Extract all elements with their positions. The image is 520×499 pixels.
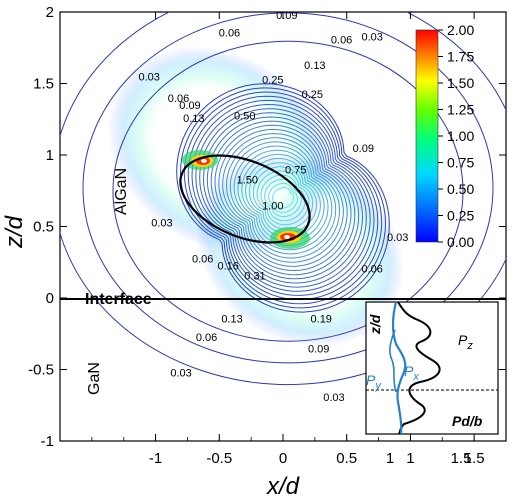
contour-line xyxy=(260,174,306,222)
contour-line xyxy=(252,166,314,230)
contour-line xyxy=(222,133,344,263)
contour-value-label: 0.09 xyxy=(179,100,200,112)
hotspot-upper xyxy=(182,150,218,170)
inset-xlabel: Pd/b xyxy=(452,413,483,429)
contour-value-label: 0.03 xyxy=(170,368,191,380)
contour-value-label: 0.03 xyxy=(151,218,172,230)
contour-line xyxy=(237,149,329,247)
y-tick-label: 0.5 xyxy=(33,219,54,236)
contour-value-label: 0.03 xyxy=(387,232,408,244)
inset-pz-curve xyxy=(397,301,441,435)
contour-field: 0.090.060.06 0.030.030.060.090.130.130.25… xyxy=(60,10,506,404)
x-tick-label: 0.5 xyxy=(336,450,357,467)
colorbar-tick-label: 2.00 xyxy=(447,22,474,38)
contour-value-label: 0.75 xyxy=(285,165,306,177)
contour-line xyxy=(176,83,390,313)
contour-value-label: 0.06 xyxy=(331,34,352,46)
contour-line xyxy=(195,103,371,292)
contour-line xyxy=(271,187,295,209)
contour-value-label: 0.09 xyxy=(276,10,297,22)
y-tick-label: -0.5 xyxy=(28,362,54,379)
contour-value-label: 0.09 xyxy=(353,143,374,155)
contour-line-outer xyxy=(60,12,506,386)
colorbar-tick-label: 0.75 xyxy=(447,155,474,171)
contour-line xyxy=(199,108,367,288)
inset-py-curve xyxy=(389,329,397,393)
contour-value-label: 0.06 xyxy=(192,253,213,265)
contour-value-label: 0.13 xyxy=(304,60,325,72)
contour-line xyxy=(225,137,341,259)
contour-value-label: 0.16 xyxy=(217,260,238,272)
colorbar: 2.00 1.75 1.50 1.25 1.00 0.75 0.50 0.25 0.00 xyxy=(415,22,474,250)
region-algan: AlGaN xyxy=(113,168,130,215)
contour-line xyxy=(256,170,310,226)
y-tick-label: 1 xyxy=(46,147,54,164)
contour-line xyxy=(202,112,364,284)
inset-panel: z/d Pd/b Pz Px Py 1 1.5 xyxy=(365,301,499,467)
x-axis-title: x/d xyxy=(266,473,300,499)
x-tick-label: 1 xyxy=(406,450,414,467)
contour-line xyxy=(210,120,356,276)
y-axis: -1 -0.5 0 0.5 1 1.5 2 xyxy=(28,4,506,450)
contour-value-label: 0.06 xyxy=(219,27,240,39)
loop-ellipse xyxy=(179,154,311,244)
colorbar-tick-label: 1.00 xyxy=(447,128,474,144)
colorbar-tick-label: 1.50 xyxy=(447,75,474,91)
contour-value-label: 0.25 xyxy=(262,75,283,87)
hotspot-lower xyxy=(270,227,310,249)
contour-value-label: 1.00 xyxy=(262,200,283,212)
x-tick-label: -0.5 xyxy=(206,450,232,467)
colorbar-tick-label: 1.25 xyxy=(447,102,474,118)
contour-line xyxy=(183,91,383,305)
contour-line xyxy=(187,95,379,301)
contour-value-label: 0.03 xyxy=(323,392,344,404)
contour-value-label: 0.03 xyxy=(138,72,159,84)
interface-label: Interface xyxy=(85,291,152,308)
contour-line xyxy=(206,116,360,280)
colorbar-tick-label: 0.25 xyxy=(447,208,474,224)
inset-x-tick-label: 1 xyxy=(386,450,394,467)
contour-line-outer xyxy=(112,40,464,342)
contour-line xyxy=(218,128,348,267)
inset-x-tick-label: 1.5 xyxy=(451,450,472,467)
contour-line xyxy=(241,153,325,242)
contour-value-label: 1.50 xyxy=(237,175,258,187)
y-tick-label: 0 xyxy=(46,290,54,307)
contour-value-label: 0.25 xyxy=(302,89,323,101)
y-tick-label: -1 xyxy=(41,433,54,450)
contour-value-label: 0.13 xyxy=(183,113,204,125)
contour-line xyxy=(268,182,298,213)
contour-value-label: 0.03 xyxy=(361,32,382,44)
contour-value-label: 0.19 xyxy=(311,313,332,325)
colorbar-tick-label: 1.75 xyxy=(447,49,474,65)
contour-value-label: 0.06 xyxy=(361,263,382,275)
contour-line xyxy=(248,162,318,234)
y-axis-title: z/d xyxy=(1,215,28,249)
colorbar-tick-label: 0.50 xyxy=(447,181,474,197)
colorbar-tick-label: 0.00 xyxy=(447,234,474,250)
contour-value-label: 0.06 xyxy=(196,332,217,344)
x-tick-label: 0 xyxy=(279,450,287,467)
contour-value-label: 0.06 xyxy=(168,93,189,105)
contour-line-outer xyxy=(82,12,494,364)
contour-line xyxy=(264,178,302,218)
region-gan: GaN xyxy=(86,362,103,395)
x-axis: -1 -0.5 0 0.5 1 1.5 xyxy=(91,12,485,467)
contour-value-label: 0.13 xyxy=(221,313,242,325)
x-tick-label: -1 xyxy=(149,450,162,467)
x-tick-label: 1.5 xyxy=(464,450,485,467)
contour-value-label: 0.09 xyxy=(308,343,329,355)
y-tick-label: 1.5 xyxy=(33,76,54,93)
contour-value-label: 0.31 xyxy=(244,270,265,282)
inset-ylabel: z/d xyxy=(367,314,383,335)
contour-line xyxy=(233,145,333,251)
contour-line xyxy=(214,124,352,272)
contour-line xyxy=(191,99,375,296)
contour-value-label: 0.50 xyxy=(234,110,255,122)
contour-line xyxy=(179,87,387,309)
y-tick-label: 2 xyxy=(46,4,54,21)
